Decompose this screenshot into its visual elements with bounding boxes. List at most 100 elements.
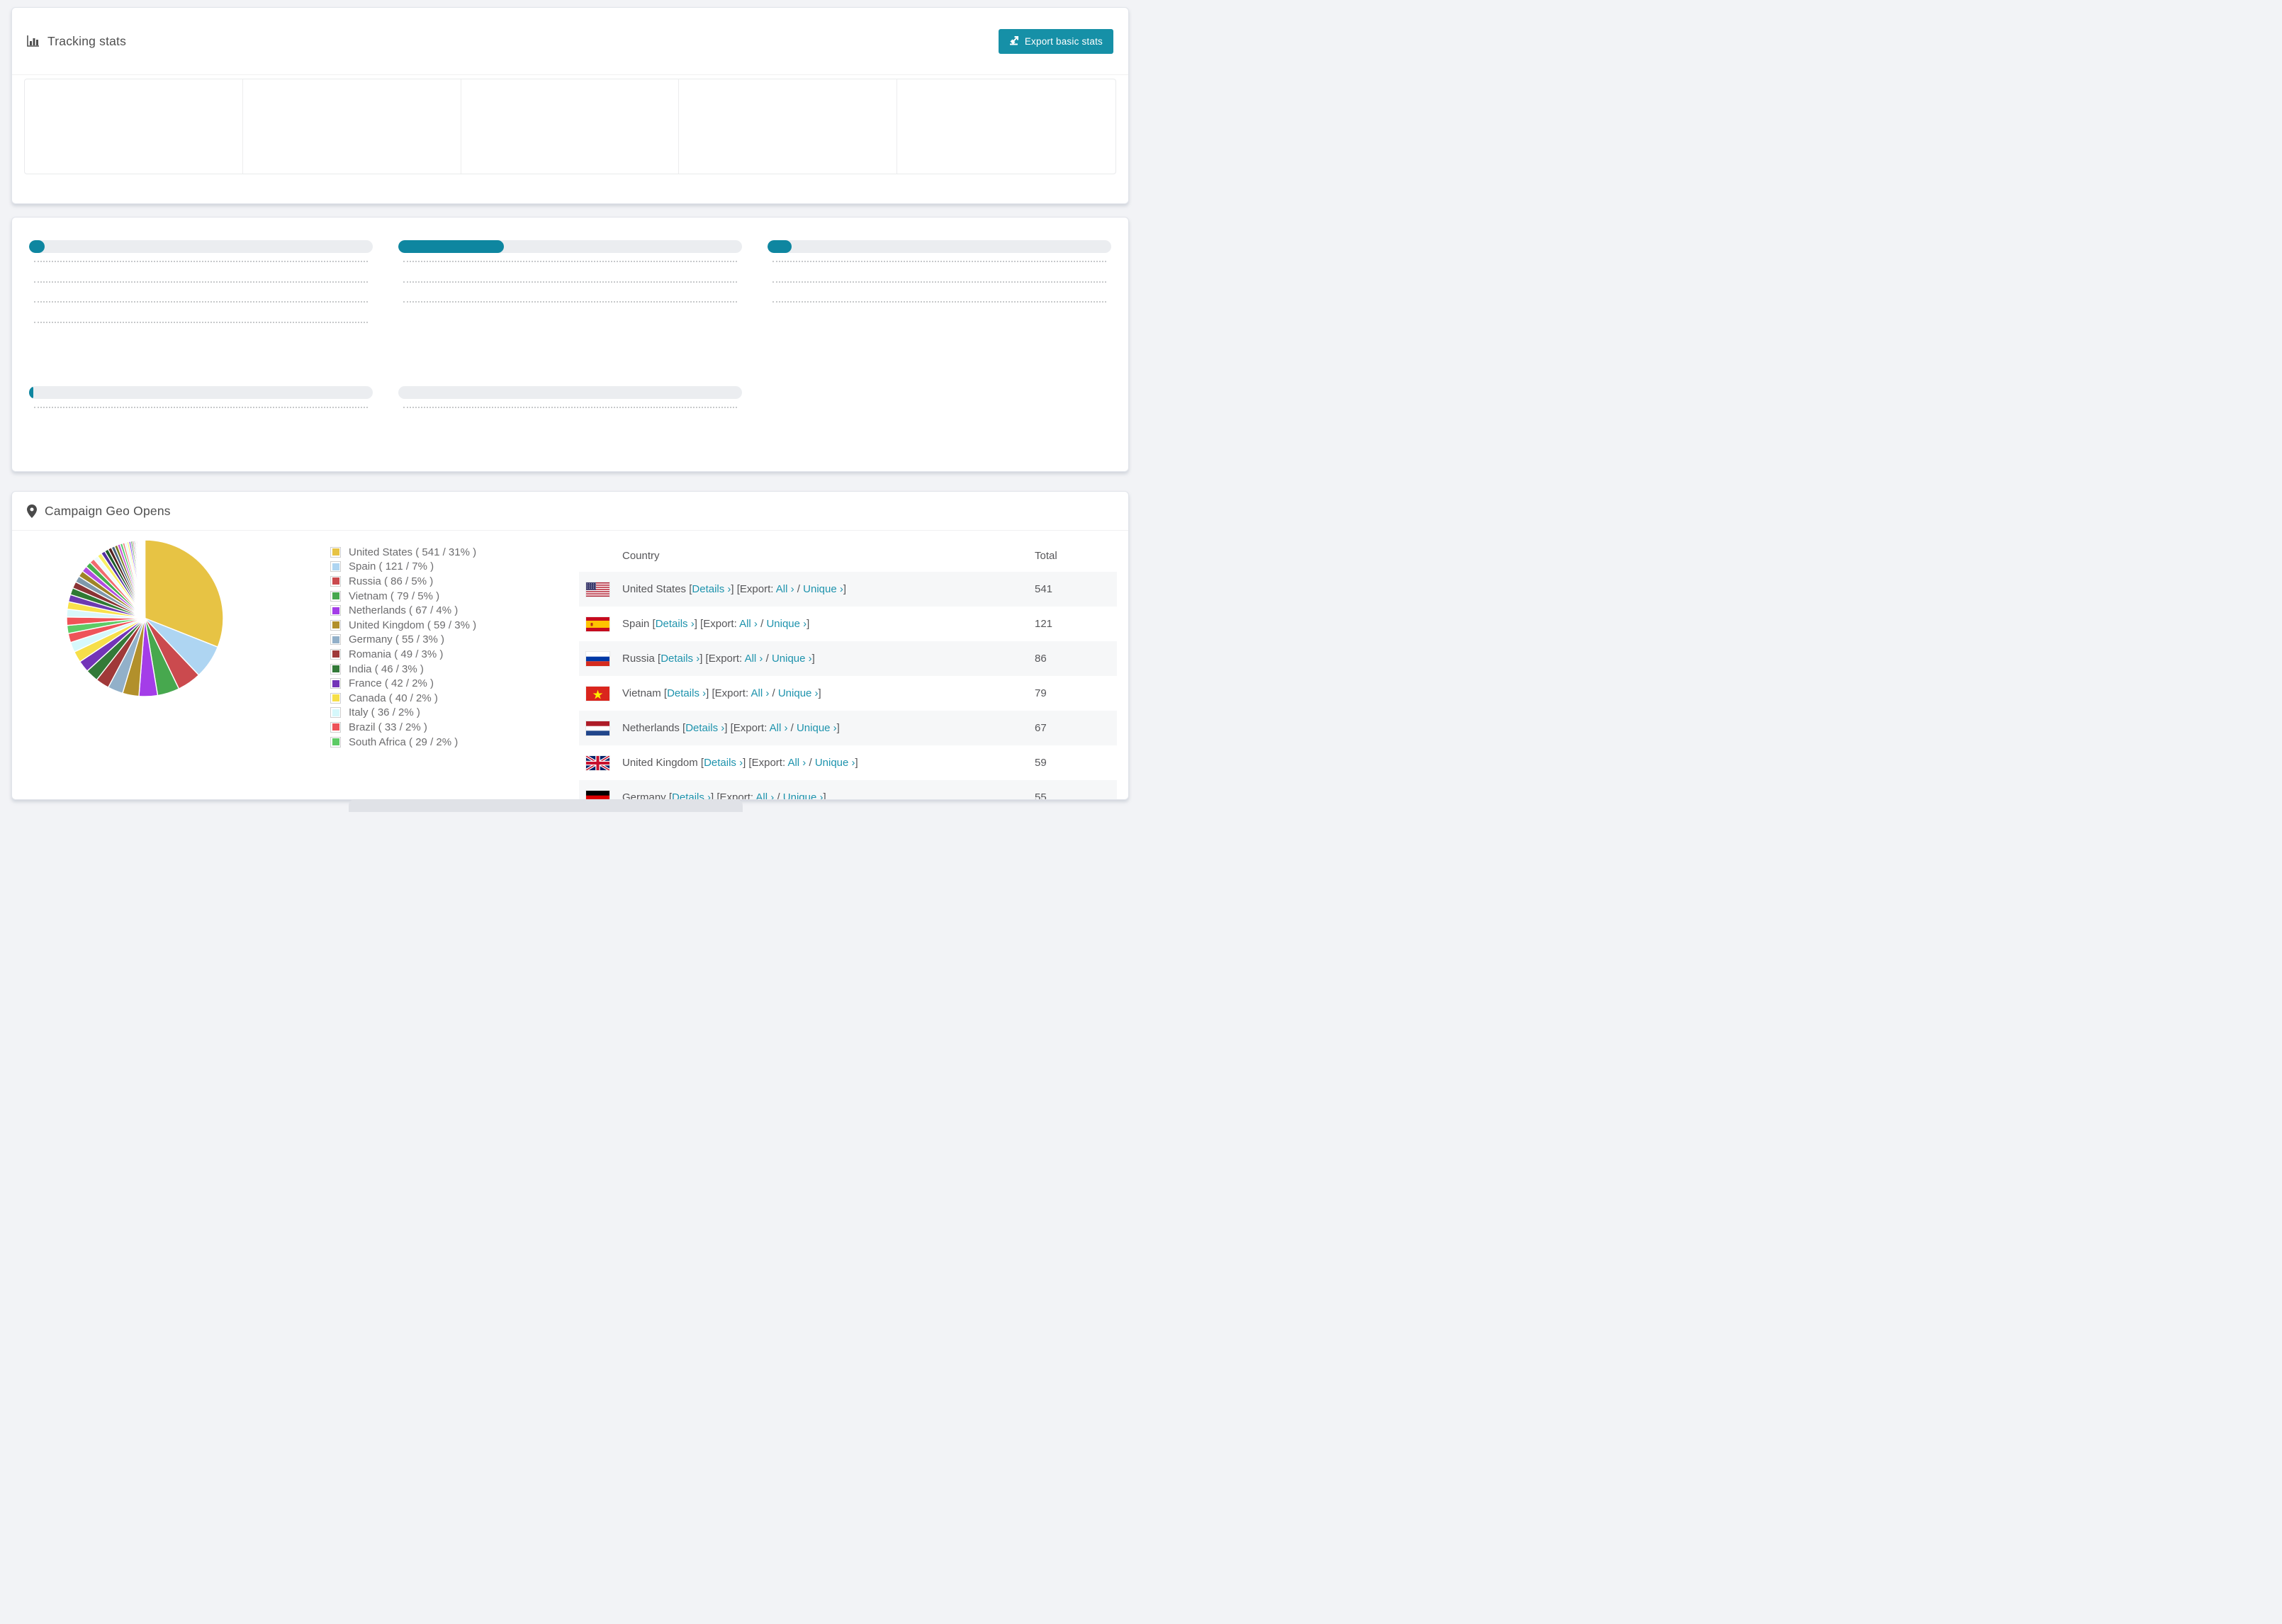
rate-detail-row: [398, 281, 742, 305]
export-unique-link[interactable]: Unique ›: [771, 653, 812, 665]
export-all-link[interactable]: All ›: [755, 791, 775, 800]
dotted-leader: [34, 281, 368, 283]
export-all-link[interactable]: All ›: [769, 722, 788, 734]
dotted-leader: [34, 321, 368, 323]
legend-item-united-states[interactable]: United States ( 541 / 31% ): [330, 545, 476, 560]
details-link[interactable]: Details ›: [685, 722, 725, 734]
rate-detail-rows: [398, 407, 742, 430]
legend-item-spain[interactable]: Spain ( 121 / 7% ): [330, 560, 476, 575]
legend-swatch: [330, 605, 341, 616]
legend-swatch: [330, 707, 341, 718]
rate-progress-fill: [768, 240, 792, 253]
legend-swatch: [330, 546, 341, 558]
export-unique-link[interactable]: Unique ›: [766, 618, 807, 630]
geo-table-body: United States [Details ›] [Export: All ›…: [579, 572, 1117, 800]
rate-progress-track: [398, 386, 742, 399]
details-link[interactable]: Details ›: [661, 653, 700, 665]
total-cell: 541: [1035, 583, 1053, 595]
rate-progress-track: [398, 240, 742, 253]
dashboard-page: Tracking stats Export basic stats: [0, 0, 1141, 812]
geo-table-row-russia: Russia [Details ›] [Export: All › / Uniq…: [579, 641, 1117, 676]
legend-item-india[interactable]: India ( 46 / 3% ): [330, 662, 476, 677]
flag-icon-nl: [586, 721, 609, 735]
details-link[interactable]: Details ›: [704, 757, 743, 769]
rate-block-unsubscribe-rate: [29, 377, 373, 430]
legend-item-brazil[interactable]: Brazil ( 33 / 2% ): [330, 720, 476, 735]
country-links: Germany [Details ›] [Export: All › / Uni…: [622, 791, 826, 800]
export-unique-link[interactable]: Unique ›: [777, 687, 819, 699]
legend-swatch: [330, 590, 341, 602]
legend-swatch: [330, 736, 341, 748]
details-link[interactable]: Details ›: [692, 583, 731, 595]
export-all-link[interactable]: All ›: [739, 618, 758, 630]
legend-item-netherlands[interactable]: Netherlands ( 67 / 4% ): [330, 603, 476, 618]
legend-item-vietnam[interactable]: Vietnam ( 79 / 5% ): [330, 589, 476, 604]
legend-item-russia[interactable]: Russia ( 86 / 5% ): [330, 574, 476, 589]
stat-cell-complaints: [679, 79, 898, 174]
details-link[interactable]: Details ›: [655, 618, 695, 630]
legend-item-italy[interactable]: Italy ( 36 / 2% ): [330, 706, 476, 721]
rate-progress-fill: [29, 240, 45, 253]
legend-label: Canada ( 40 / 2% ): [349, 692, 438, 704]
dotted-leader: [34, 261, 368, 262]
dotted-leader: [403, 301, 737, 303]
rate-detail-row: [29, 301, 373, 325]
page-title: Tracking stats: [47, 33, 127, 48]
rate-detail-row: [768, 301, 1111, 325]
total-cell: 86: [1035, 653, 1047, 665]
rate-detail-row: [398, 301, 742, 325]
geo-table-row-netherlands: Netherlands [Details ›] [Export: All › /…: [579, 711, 1117, 745]
country-links: Netherlands [Details ›] [Export: All › /…: [622, 722, 840, 734]
dotted-leader: [34, 301, 368, 303]
stat-cell-opens: [25, 79, 243, 174]
legend-item-united-kingdom[interactable]: United Kingdom ( 59 / 3% ): [330, 618, 476, 633]
rate-detail-row: [768, 281, 1111, 305]
export-all-link[interactable]: All ›: [787, 757, 806, 769]
pie-slice-united-states[interactable]: [144, 539, 224, 648]
details-link[interactable]: Details ›: [667, 687, 707, 699]
rate-block-clicks-rate: [29, 231, 373, 344]
export-unique-link[interactable]: Unique ›: [796, 722, 837, 734]
legend-item-germany[interactable]: Germany ( 55 / 3% ): [330, 633, 476, 648]
export-unique-link[interactable]: Unique ›: [814, 757, 855, 769]
rate-detail-row: [398, 261, 742, 284]
country-cell: Germany [Details ›] [Export: All › / Uni…: [579, 790, 1035, 800]
legend-item-south-africa[interactable]: South Africa ( 29 / 2% ): [330, 735, 476, 750]
flag-icon-us: [586, 582, 609, 597]
country-cell: Vietnam [Details ›] [Export: All › / Uni…: [579, 686, 1035, 701]
legend-item-romania[interactable]: Romania ( 49 / 3% ): [330, 647, 476, 662]
dotted-leader: [34, 407, 368, 408]
legend-swatch: [330, 634, 341, 645]
export-all-link[interactable]: All ›: [775, 583, 794, 595]
export-all-link[interactable]: All ›: [751, 687, 770, 699]
export-all-link[interactable]: All ›: [744, 653, 763, 665]
legend-swatch: [330, 648, 341, 660]
country-cell: Russia [Details ›] [Export: All › / Uniq…: [579, 651, 1035, 666]
country-column-header: Country: [622, 549, 660, 562]
stat-cell-unsubscribes: [461, 79, 680, 174]
country-cell: Netherlands [Details ›] [Export: All › /…: [579, 721, 1035, 735]
legend-label: United States ( 541 / 31% ): [349, 546, 477, 558]
bar-chart-icon: [27, 35, 40, 47]
legend-swatch: [330, 663, 341, 675]
rate-detail-rows: [29, 407, 373, 430]
legend-item-france[interactable]: France ( 42 / 2% ): [330, 676, 476, 691]
geo-opens-pie-chart: [65, 538, 225, 698]
geo-opens-table: Country Total United States [Details ›] …: [579, 539, 1117, 800]
geo-opens-title-wrap: Campaign Geo Opens: [27, 504, 171, 519]
rate-detail-row: [29, 321, 373, 345]
stat-cell-bounces: [897, 79, 1115, 174]
export-unique-link[interactable]: Unique ›: [803, 583, 843, 595]
flag-icon-gb: [586, 755, 609, 770]
legend-item-canada[interactable]: Canada ( 40 / 2% ): [330, 691, 476, 706]
legend-swatch: [330, 575, 341, 587]
total-cell: 79: [1035, 687, 1047, 699]
export-unique-link[interactable]: Unique ›: [782, 791, 824, 800]
country-links: Vietnam [Details ›] [Export: All › / Uni…: [622, 687, 821, 699]
horizontal-scrollbar-thumb[interactable]: [349, 799, 743, 812]
export-basic-stats-button[interactable]: Export basic stats: [998, 28, 1113, 54]
rate-detail-row: [29, 281, 373, 305]
details-link[interactable]: Details ›: [672, 791, 712, 800]
total-column-header: Total: [1035, 549, 1057, 562]
geo-table-row-vietnam: Vietnam [Details ›] [Export: All › / Uni…: [579, 676, 1117, 711]
